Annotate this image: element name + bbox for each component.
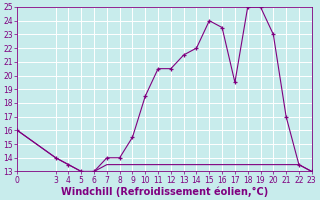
- X-axis label: Windchill (Refroidissement éolien,°C): Windchill (Refroidissement éolien,°C): [61, 186, 268, 197]
